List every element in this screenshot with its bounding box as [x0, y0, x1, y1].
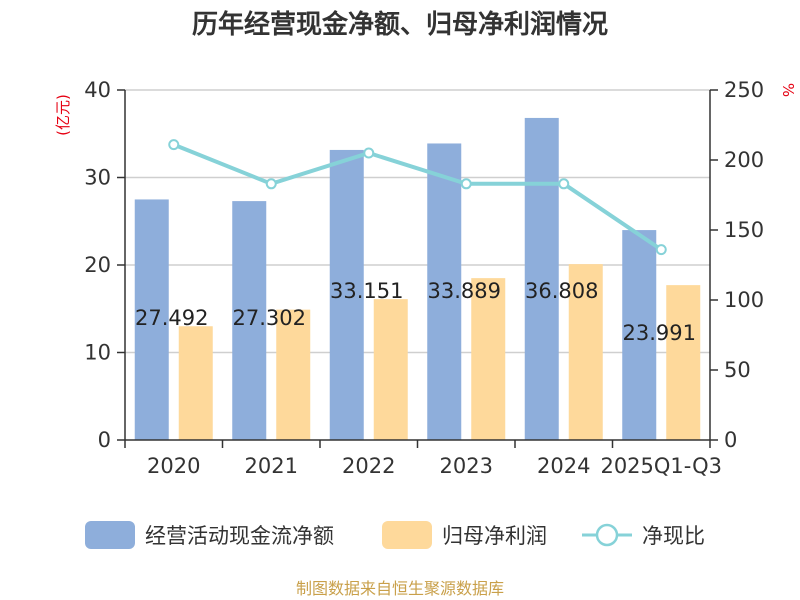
legend-label: 归母净利润 — [442, 524, 547, 548]
left-tick-label: 20 — [84, 253, 111, 277]
bar-cashflow — [524, 117, 559, 441]
right-tick-label: 250 — [724, 78, 764, 102]
bar-cashflow — [134, 199, 169, 440]
chart-title: 历年经营现金净额、归母净利润情况 — [192, 9, 608, 40]
cashflow-data-label: 36.808 — [525, 279, 598, 303]
ratio-point — [168, 139, 180, 151]
cashflow-data-label: 27.492 — [135, 306, 208, 330]
ratio-point — [558, 178, 570, 190]
x-tick-label: 2024 — [537, 454, 590, 478]
axes: 0 10 20 30 40 0 50 100 150 200 250 2020 2021 2022 2023… — [84, 78, 764, 478]
cashflow-data-label: 27.302 — [233, 306, 306, 330]
right-tick-label: 100 — [724, 288, 764, 312]
legend-netprofit[interactable]: 归母净利润 — [382, 521, 547, 549]
ratio-point — [460, 178, 472, 190]
bar-cashflow — [622, 230, 657, 440]
bars — [134, 117, 701, 441]
bar-cashflow — [232, 201, 267, 440]
legend-swatch — [382, 521, 432, 549]
bar-netprofit — [178, 326, 213, 440]
ratio-point — [265, 178, 277, 190]
left-tick-label: 0 — [98, 428, 111, 452]
right-tick-label: 50 — [724, 358, 751, 382]
cashflow-data-label: 23.991 — [623, 321, 696, 345]
legend-swatch — [85, 521, 135, 549]
bar-cashflow — [427, 143, 462, 440]
gridlines — [125, 89, 710, 354]
cashflow-data-label: 33.151 — [330, 279, 403, 303]
x-tick-label: 2025Q1-Q3 — [600, 454, 722, 478]
ratio-line — [168, 139, 667, 256]
right-tick-label: 200 — [724, 148, 764, 172]
x-tick-label: 2020 — [147, 454, 200, 478]
bar-netprofit — [276, 309, 311, 440]
legend-label: 经营活动现金流净额 — [145, 524, 334, 548]
legend-label: 净现比 — [642, 524, 705, 548]
bar-cashflow — [329, 149, 364, 440]
ratio-point — [655, 244, 667, 256]
left-axis-unit: (亿元) — [54, 94, 72, 136]
right-tick-label: 0 — [724, 428, 737, 452]
bar-netprofit — [568, 264, 603, 440]
x-tick-label: 2022 — [342, 454, 395, 478]
bar-netprofit — [471, 278, 506, 440]
x-tick-label: 2021 — [245, 454, 298, 478]
bar-netprofit — [373, 299, 408, 440]
legend-marker — [595, 523, 619, 547]
left-tick-label: 40 — [84, 78, 111, 102]
x-tick-label: 2023 — [440, 454, 493, 478]
bar-netprofit — [666, 285, 701, 440]
right-axis-unit: % — [779, 83, 797, 97]
legend[interactable]: 经营活动现金流净额 归母净利润 净现比 — [85, 521, 705, 549]
left-tick-label: 30 — [84, 166, 111, 190]
legend-ratio[interactable]: 净现比 — [582, 523, 705, 548]
data-source-note: 制图数据来自恒生聚源数据库 — [296, 579, 504, 598]
data-labels: 27.492 27.302 33.151 33.889 36.808 23.991 — [135, 279, 696, 345]
ratio-point — [363, 147, 375, 159]
legend-cashflow[interactable]: 经营活动现金流净额 — [85, 521, 334, 549]
left-tick-label: 10 — [84, 341, 111, 365]
ratio-line-path — [173, 142, 663, 252]
cashflow-data-label: 33.889 — [428, 279, 501, 303]
right-tick-label: 150 — [724, 218, 764, 242]
